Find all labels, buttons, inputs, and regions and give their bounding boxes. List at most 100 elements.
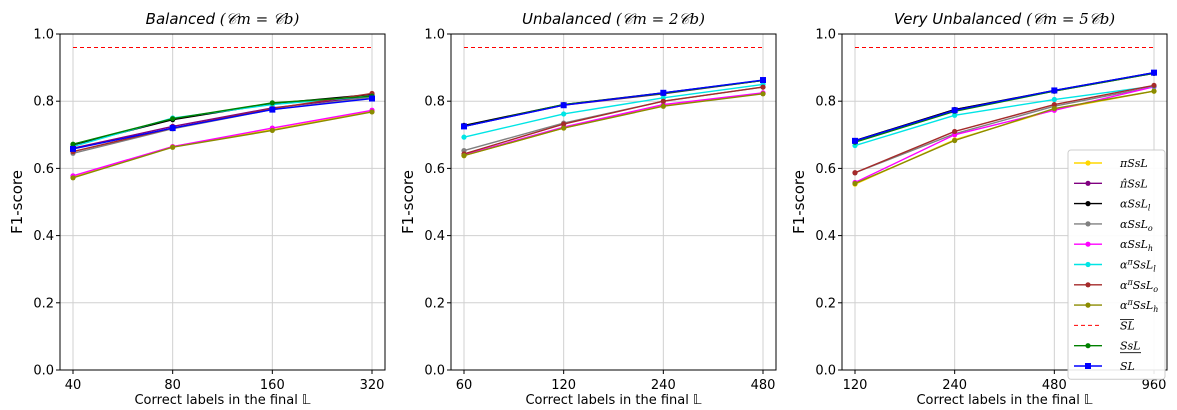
chart-title: Unbalanced (𝒞m = 2𝒞b) bbox=[522, 10, 705, 28]
data-point bbox=[461, 123, 467, 130]
x-tick-label: 960 bbox=[1142, 378, 1167, 393]
plot-area bbox=[60, 34, 385, 370]
series-line bbox=[854, 85, 1155, 147]
data-point bbox=[461, 153, 467, 159]
y-tick-label: 0.0 bbox=[815, 364, 836, 379]
data-point bbox=[170, 116, 176, 122]
legend-label: π̂SsL bbox=[1119, 177, 1148, 190]
y-tick-label: 0.8 bbox=[424, 95, 445, 110]
y-tick-label: 1.0 bbox=[424, 28, 445, 43]
series-11 bbox=[852, 69, 1157, 144]
data-point bbox=[1051, 87, 1058, 94]
data-point bbox=[369, 109, 375, 115]
series-line bbox=[72, 111, 373, 179]
legend-swatch-marker bbox=[1085, 302, 1091, 308]
data-point bbox=[70, 141, 76, 147]
x-axis-label: Correct labels in the final 𝕃 bbox=[525, 393, 702, 408]
series-7 bbox=[852, 82, 1157, 176]
legend-label: αSsLh bbox=[1120, 238, 1153, 253]
series-line bbox=[854, 71, 1155, 142]
legend-swatch-marker bbox=[1085, 201, 1091, 207]
data-point bbox=[560, 102, 567, 109]
data-point bbox=[660, 89, 667, 96]
series-8 bbox=[70, 109, 375, 181]
y-tick-label: 0.4 bbox=[424, 229, 445, 244]
legend-item: αSsLl bbox=[1074, 198, 1151, 213]
data-point bbox=[170, 144, 176, 150]
y-axis-label: F1-score bbox=[790, 170, 808, 234]
legend-box bbox=[1067, 149, 1166, 380]
series-line bbox=[463, 92, 764, 156]
x-tick-label: 160 bbox=[260, 378, 285, 393]
chart-title-formula: (𝒞m = 5𝒞b) bbox=[1026, 10, 1115, 28]
chart-title-name: Balanced bbox=[146, 10, 220, 28]
x-tick-label: 240 bbox=[942, 378, 967, 393]
x-tick-label: 320 bbox=[360, 378, 385, 393]
x-axis-label: Correct labels in the final 𝕃 bbox=[134, 393, 311, 408]
x-tick-label: 480 bbox=[1042, 378, 1067, 393]
legend-item: απSsLl bbox=[1074, 258, 1156, 274]
series-line bbox=[72, 95, 373, 145]
data-point bbox=[269, 127, 275, 134]
x-tick-label: 80 bbox=[164, 378, 181, 393]
data-point bbox=[852, 180, 858, 187]
y-tick-label: 0.4 bbox=[33, 229, 54, 244]
x-tick-label: 40 bbox=[65, 378, 82, 393]
data-point bbox=[1051, 96, 1057, 103]
data-point bbox=[1151, 88, 1157, 94]
legend-item: αSsLo bbox=[1074, 218, 1153, 233]
legend-label: απSsLo bbox=[1120, 278, 1158, 294]
data-point bbox=[760, 77, 766, 84]
legend-item: πSsL bbox=[1074, 157, 1148, 170]
legend: πSsL π̂SsL αSsLl αSsLo αSsLh απSsLl απSsLo απSs… bbox=[1067, 149, 1166, 380]
data-point bbox=[760, 84, 766, 90]
panel-1: 0.0 0.2 0.4 0.6 0.8 1.0 40 80 160 320 Balanced (𝒞m… bbox=[8, 10, 386, 408]
legend-item: αSsLh bbox=[1074, 238, 1153, 253]
data-point bbox=[1051, 101, 1057, 108]
chart-title: Very Unbalanced (𝒞m = 5𝒞b) bbox=[894, 10, 1115, 28]
data-point bbox=[660, 98, 666, 104]
legend-item: απSsLo bbox=[1074, 278, 1158, 294]
y-tick-label: 0.2 bbox=[424, 296, 445, 311]
series-8 bbox=[852, 88, 1157, 187]
series-line bbox=[463, 86, 764, 155]
data-point bbox=[852, 170, 858, 176]
series-line bbox=[72, 95, 373, 149]
chart-title-name: Unbalanced bbox=[522, 10, 616, 28]
y-tick-label: 0.4 bbox=[815, 229, 836, 244]
legend-label: απSsLh bbox=[1120, 298, 1158, 314]
data-point bbox=[1151, 69, 1157, 76]
y-axis-label: F1-score bbox=[8, 170, 26, 234]
legend-label: SsL bbox=[1120, 340, 1141, 353]
plot-frame bbox=[450, 33, 777, 371]
legend-item: SL bbox=[1074, 360, 1135, 373]
legend-item: SsL bbox=[1074, 340, 1141, 354]
data-point bbox=[169, 125, 176, 132]
series-line bbox=[854, 86, 1155, 184]
legend-swatch-marker bbox=[1085, 241, 1091, 247]
legend-label: απSsLl bbox=[1120, 258, 1156, 274]
chart-title-formula: (𝒞m = 𝒞b) bbox=[220, 10, 300, 28]
y-tick-label: 1.0 bbox=[33, 28, 54, 43]
y-tick-label: 0.8 bbox=[33, 95, 54, 110]
y-tick-label: 0.2 bbox=[33, 296, 54, 311]
data-point bbox=[951, 107, 958, 114]
legend-swatch-marker bbox=[1085, 160, 1091, 166]
y-axis-label: F1-score bbox=[399, 170, 417, 234]
legend-swatch-marker bbox=[1085, 221, 1091, 227]
data-point bbox=[269, 100, 275, 106]
legend-swatch-marker bbox=[1085, 180, 1091, 186]
series-line bbox=[463, 93, 764, 157]
data-point bbox=[369, 95, 375, 102]
series-line bbox=[72, 109, 373, 177]
x-tick-label: 240 bbox=[651, 378, 676, 393]
legend-label: αSsLl bbox=[1120, 198, 1151, 213]
y-tick-label: 0.6 bbox=[33, 162, 54, 177]
plot-frame bbox=[841, 33, 1168, 371]
y-tick-label: 0.0 bbox=[424, 364, 445, 379]
legend-item: απSsLh bbox=[1074, 298, 1158, 314]
data-point bbox=[561, 125, 567, 131]
series-8 bbox=[461, 91, 766, 159]
y-tick-label: 0.2 bbox=[815, 296, 836, 311]
legend-label: SL bbox=[1120, 360, 1135, 373]
